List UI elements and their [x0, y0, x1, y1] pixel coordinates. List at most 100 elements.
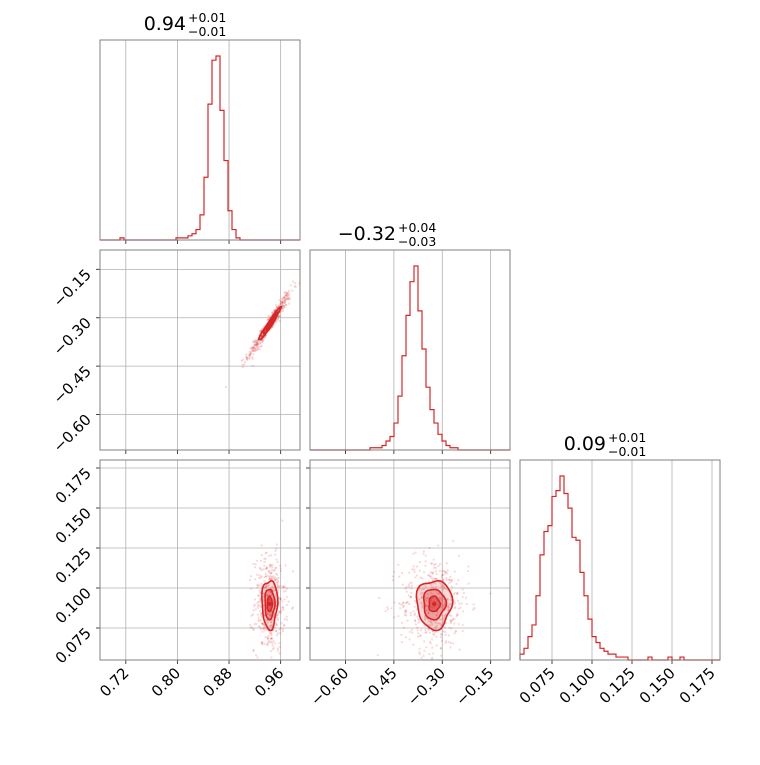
scatter-point	[263, 643, 266, 646]
scatter-point	[413, 612, 417, 615]
scatter-point	[428, 574, 431, 577]
scatter-point	[442, 578, 445, 581]
scatter-point	[275, 634, 278, 637]
scatter-point	[282, 299, 285, 302]
scatter-point	[259, 329, 262, 332]
scatter-point	[268, 631, 272, 634]
scatter-point	[270, 577, 273, 581]
scatter-point	[422, 552, 425, 555]
panel-border	[99, 459, 301, 661]
scatter-point	[256, 340, 259, 343]
scatter-point	[278, 299, 281, 302]
scatter-point	[274, 549, 277, 553]
scatter-point	[283, 304, 286, 307]
scatter-point	[240, 359, 243, 362]
scatter-point	[424, 628, 427, 631]
scatter-point	[254, 566, 257, 569]
scatter-point	[287, 297, 290, 300]
scatter-point	[408, 585, 411, 589]
scatter-point	[424, 564, 427, 568]
scatter-point	[279, 569, 282, 572]
scatter-point	[424, 560, 427, 563]
scatter-point	[461, 595, 464, 599]
scatter-point	[451, 618, 455, 621]
scatter-point	[406, 619, 409, 622]
scatter-point	[266, 612, 270, 615]
scatter-point	[284, 590, 287, 593]
scatter-point	[270, 631, 273, 635]
scatter-point	[420, 596, 423, 599]
scatter-point	[294, 282, 297, 285]
scatter-point	[257, 343, 261, 346]
scatter-point	[430, 562, 433, 565]
scatter-point	[269, 575, 272, 578]
scatter-point	[267, 570, 270, 573]
scatter-point	[445, 621, 448, 625]
scatter-point	[269, 612, 272, 616]
scatter-point	[391, 575, 394, 578]
scatter-point	[448, 578, 451, 581]
scatter-point	[459, 606, 462, 609]
scatter-point	[440, 606, 443, 609]
scatter-point	[457, 623, 460, 626]
scatter-point	[288, 296, 291, 299]
scatter-point	[267, 641, 270, 644]
scatter-point	[430, 593, 434, 596]
scatter-point	[251, 364, 254, 367]
y-tick-label: 0.125	[52, 544, 95, 587]
scatter-point	[278, 652, 281, 655]
scatter-point	[252, 627, 255, 630]
scatter-point	[286, 298, 289, 301]
scatter-point	[248, 579, 252, 582]
y-tick-label: −0.60	[50, 411, 95, 456]
scatter-point	[424, 604, 428, 607]
scatter-point	[283, 585, 286, 589]
scatter-point	[287, 294, 290, 297]
scatter-point	[457, 607, 460, 610]
scatter-point	[245, 356, 248, 359]
scatter-point	[265, 584, 268, 588]
scatter-point	[283, 305, 286, 308]
scatter-point	[440, 574, 443, 577]
scatter-point	[272, 640, 275, 643]
scatter-point	[403, 662, 405, 664]
scatter-point	[427, 610, 430, 613]
scatter-point	[269, 625, 272, 628]
scatter-point	[245, 355, 248, 358]
scatter-point	[287, 600, 290, 603]
scatter-point	[280, 300, 283, 303]
scatter-point	[265, 627, 268, 630]
scatter-point	[255, 345, 258, 348]
scatter-point	[262, 627, 265, 631]
scatter-point	[424, 585, 427, 588]
scatter-point	[275, 624, 278, 627]
scatter-point	[282, 586, 285, 589]
scatter-point	[271, 563, 274, 566]
scatter-point	[433, 633, 436, 636]
scatter-point	[265, 567, 268, 570]
scatter-point	[282, 295, 286, 298]
scatter-point	[434, 577, 437, 580]
scatter-point	[258, 589, 261, 592]
scatter-point	[278, 610, 281, 614]
scatter-point	[283, 306, 286, 309]
scatter-point	[438, 563, 441, 566]
scatter-point	[255, 622, 258, 625]
scatter-point	[421, 577, 424, 580]
scatter-point	[261, 622, 264, 625]
scatter-point	[258, 574, 261, 577]
scatter-point	[429, 576, 432, 579]
scatter-point	[249, 626, 252, 629]
scatter-point	[405, 601, 408, 604]
scatter-point	[247, 353, 251, 356]
scatter-point	[414, 620, 417, 623]
scatter-point	[256, 583, 260, 586]
scatter-point	[450, 579, 453, 582]
scatter-point	[437, 597, 440, 600]
scatter-point	[256, 342, 259, 345]
scatter-point	[397, 661, 399, 663]
scatter-point	[275, 305, 279, 308]
scatter-point	[265, 551, 268, 554]
scatter-point	[268, 590, 272, 593]
scatter-point	[427, 620, 430, 623]
